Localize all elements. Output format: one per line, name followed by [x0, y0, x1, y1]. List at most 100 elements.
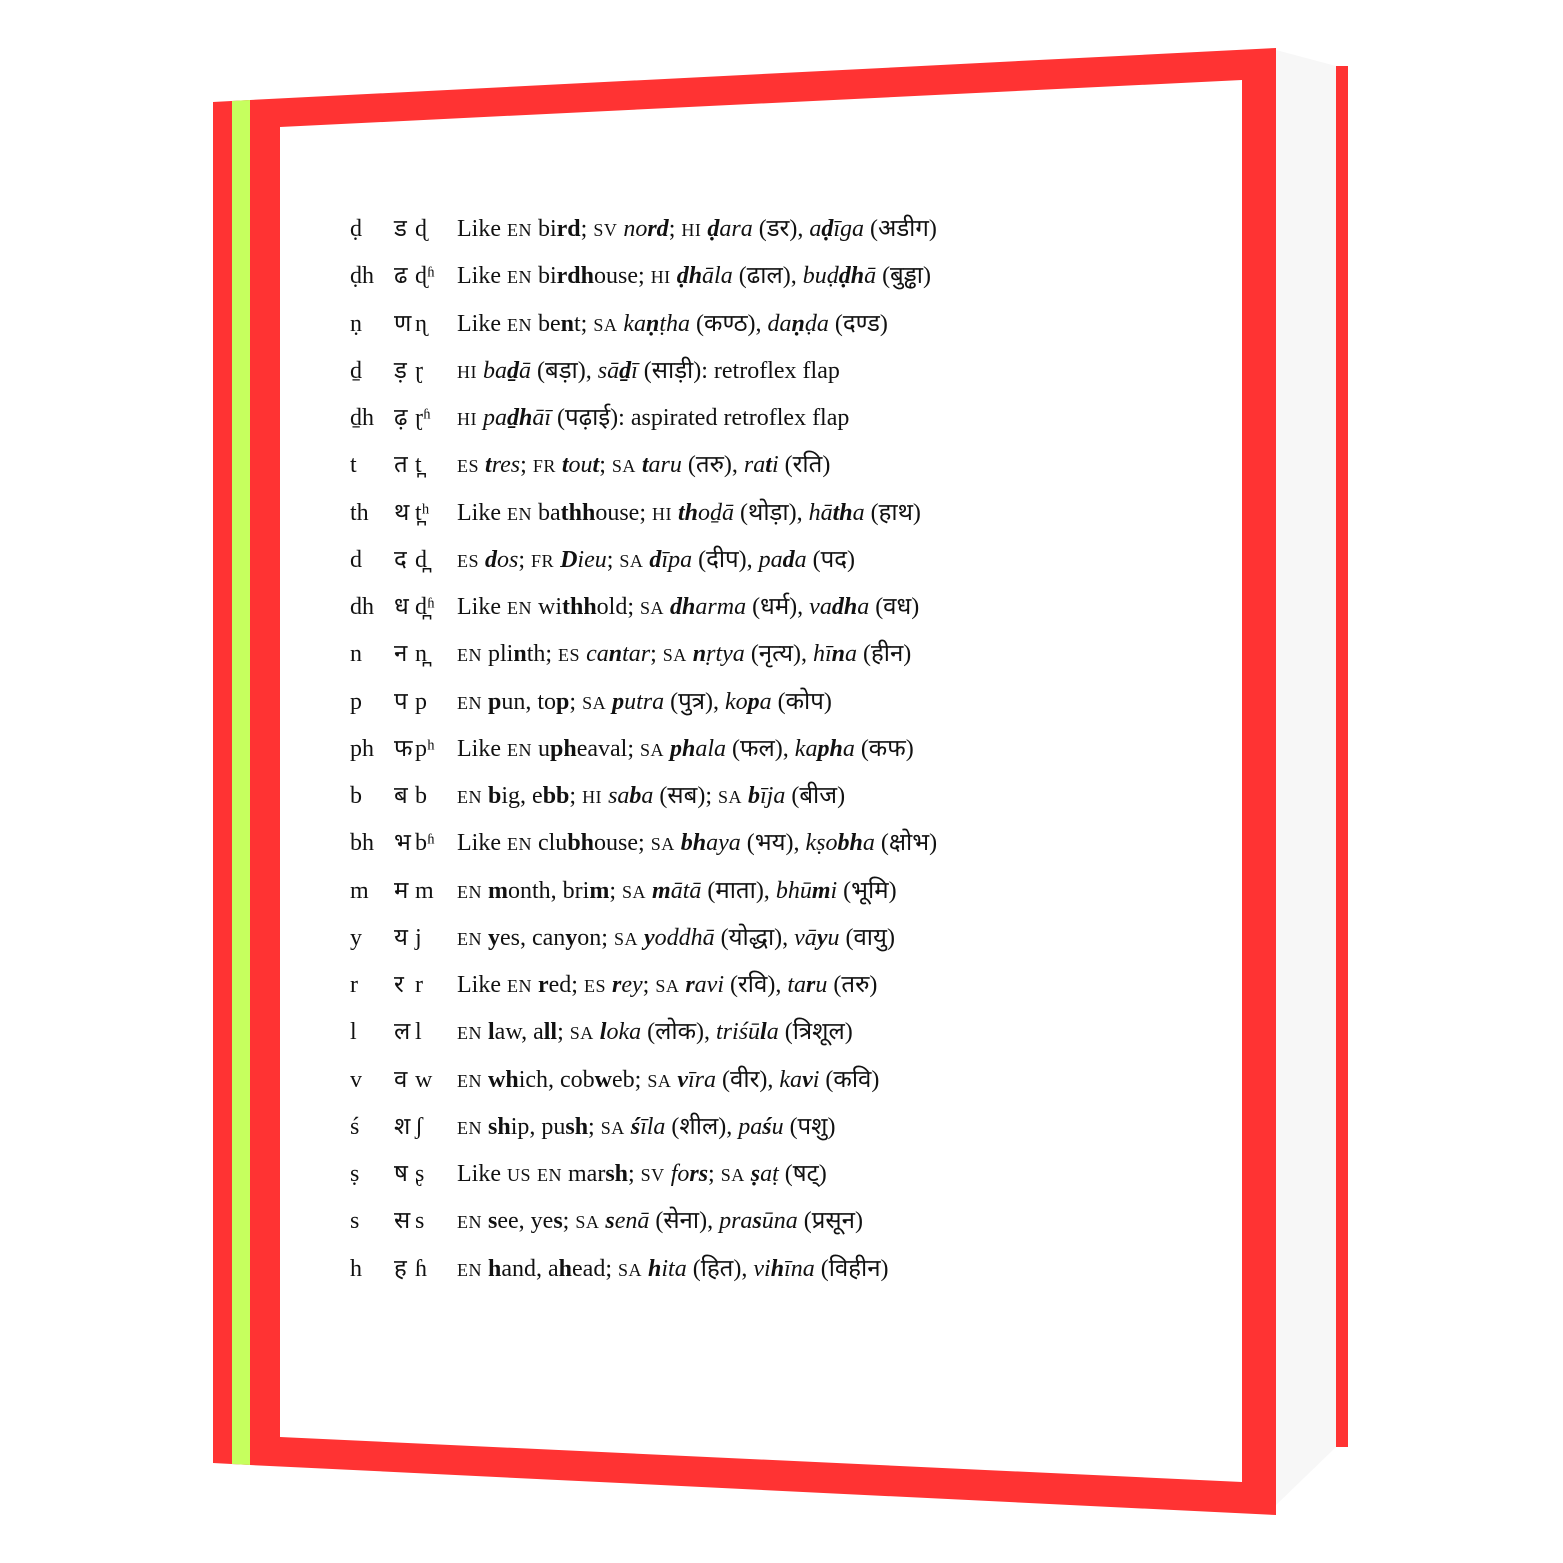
description-text: n	[513, 641, 527, 668]
description-text: a	[842, 735, 855, 762]
description-text: y	[565, 924, 578, 951]
transliteration: ṣ	[350, 1161, 360, 1187]
description-text: ouse;	[594, 830, 651, 857]
description-text: āī	[532, 405, 552, 431]
description: Like EN withhold; SA dharma (धर्म), vadh…	[457, 592, 919, 623]
description-text: th	[832, 499, 853, 526]
description-text: (फल),	[726, 735, 795, 762]
language-code: HI	[457, 361, 477, 382]
description-text: ko	[724, 688, 748, 715]
description-text: (लोक),	[641, 1019, 717, 1046]
transliteration: b	[350, 783, 362, 809]
description-text: onth, bri	[508, 877, 590, 904]
spine-stripe	[232, 100, 250, 1465]
description-text: (कवि)	[819, 1066, 880, 1093]
description-text: (भय),	[740, 830, 806, 857]
description-text: s	[488, 1208, 498, 1235]
description: EN month, brim; SA mātā (माता), bhūmi (भ…	[457, 876, 897, 907]
description-text: aw, a	[494, 1019, 544, 1046]
description-text: ḍh	[838, 263, 865, 290]
description: ES dos; FR Dieu; SA dīpa (दीप), pada (पद…	[457, 545, 855, 576]
description-text: sh	[488, 1113, 511, 1140]
description-text: ead;	[572, 1255, 619, 1282]
description-text: Like	[457, 972, 507, 998]
description-text: (डर),	[752, 216, 810, 242]
description-text: r	[685, 972, 695, 998]
description-text: kṣo	[805, 830, 838, 857]
description-text: b	[488, 783, 502, 809]
devanagari-letter: न	[394, 641, 408, 668]
description-text: oka	[606, 1019, 642, 1046]
language-code: EN	[457, 881, 482, 902]
language-code: ES	[558, 645, 581, 666]
description-text: ;	[628, 1161, 641, 1187]
description-text: īla	[640, 1113, 666, 1140]
description-text: t	[765, 452, 772, 479]
description-text: a	[857, 594, 870, 620]
description-text: p	[747, 688, 760, 715]
description: EN hand, ahead; SA hita (हित), vihīna (व…	[457, 1254, 889, 1285]
description-text: rs	[689, 1161, 709, 1187]
description-text: h	[488, 1255, 502, 1282]
description-text: īja	[760, 783, 786, 809]
description-text: ka	[623, 310, 647, 337]
description-text: n	[560, 310, 574, 337]
description-text: p	[612, 688, 625, 715]
devanagari-letter: र	[394, 972, 404, 998]
description-text: īna	[784, 1255, 815, 1282]
devanagari-letter: स	[394, 1208, 411, 1235]
description-text: ṇ	[791, 310, 805, 337]
description-text: ta	[787, 972, 807, 998]
description-text: p	[556, 688, 570, 715]
description-text: pra	[719, 1208, 753, 1235]
description-text: on;	[577, 924, 614, 951]
description-text: (शील),	[665, 1113, 739, 1140]
transliteration: p	[350, 688, 362, 715]
description-text: Like	[457, 499, 507, 526]
description-text: y	[816, 924, 828, 951]
description-text: ;	[562, 1208, 576, 1235]
description-text: h	[558, 1255, 573, 1282]
devanagari-letter: फ	[394, 735, 413, 762]
description-text: dh	[670, 594, 696, 620]
language-code: ES	[583, 976, 606, 996]
description-text: ;	[580, 216, 594, 242]
description-text: ḏ	[619, 357, 632, 384]
description-text: āla	[702, 263, 733, 290]
description-text: īga	[833, 216, 865, 242]
description-text: t	[641, 452, 649, 479]
description-text: ā	[864, 263, 877, 290]
description-text: ḍh	[676, 263, 703, 290]
description-text: vā	[794, 924, 817, 951]
language-code: SA	[640, 598, 665, 618]
description-text: bb	[542, 783, 570, 809]
description-text: (धर्म),	[746, 594, 810, 620]
transliteration: ś	[350, 1113, 360, 1140]
description-text: t	[592, 452, 600, 479]
description-text: eaval;	[576, 735, 640, 762]
description-text: un, to	[501, 688, 557, 715]
description-text: ieu	[577, 546, 607, 573]
description-text: n	[692, 641, 707, 668]
description-text: (वीर),	[716, 1066, 780, 1093]
description: Like EN birdhouse; HI ḍhāla (ढाल), buḍḍh…	[457, 261, 931, 292]
language-code: US	[506, 1165, 531, 1185]
description-text: ll	[543, 1019, 558, 1046]
description-text: ita	[661, 1255, 687, 1282]
description: EN law, all; SA loka (लोक), triśūla (त्र…	[457, 1017, 853, 1048]
devanagari-letter: ढ़	[394, 405, 408, 431]
description-text: (हित),	[686, 1255, 754, 1282]
description-text: (योद्धा),	[714, 924, 795, 951]
description-text: wi	[531, 594, 562, 620]
language-code: SV	[640, 1165, 665, 1185]
description: Like EN clubhouse; SA bhaya (भय), kṣobha…	[457, 828, 937, 859]
description-text: t	[561, 452, 569, 479]
description-text: a	[759, 688, 772, 715]
description: EN see, yes; SA senā (सेना), prasūna (प्…	[457, 1206, 863, 1237]
description-text: pli	[482, 641, 514, 668]
description-text: a	[852, 499, 865, 526]
description-text: a	[641, 783, 654, 809]
devanagari-letter: ल	[394, 1019, 411, 1046]
description-text: clu	[531, 830, 568, 857]
back-cover-edge	[1336, 66, 1348, 1447]
